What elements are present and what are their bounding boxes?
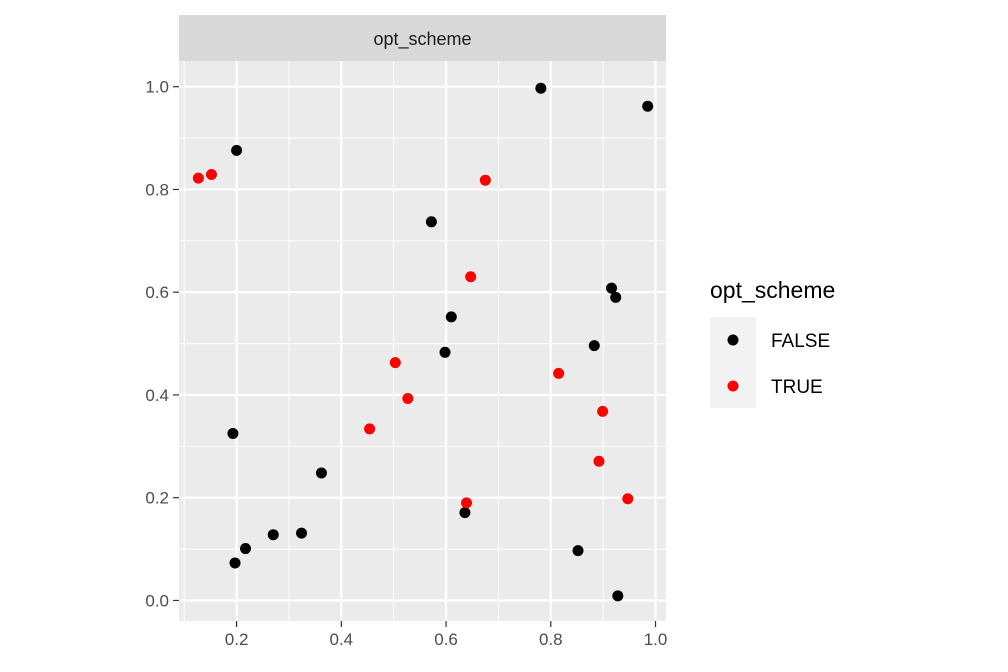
data-points	[192, 82, 654, 602]
data-point-false	[231, 144, 243, 156]
legend-entries: FALSE TRUE	[727, 331, 830, 398]
minor-gridlines	[179, 61, 666, 621]
facet-strip-label: opt_scheme	[373, 29, 471, 50]
x-tick-label: 0.4	[330, 630, 354, 649]
y-tick-label: 0.6	[145, 283, 169, 302]
x-axis: 0.2 0.4 0.6 0.8 1.0	[225, 621, 668, 649]
x-tick-label: 0.8	[539, 630, 563, 649]
data-point-false	[267, 529, 279, 541]
legend-key-false	[727, 334, 739, 346]
data-point-false	[229, 557, 241, 569]
data-point-false	[610, 291, 622, 303]
legend-label-true: TRUE	[771, 377, 823, 398]
data-point-false	[612, 590, 624, 602]
legend: opt_scheme FALSE TRUE	[710, 277, 835, 408]
legend-key-background	[710, 317, 756, 408]
data-point-true	[402, 393, 414, 405]
data-point-true	[205, 169, 217, 181]
x-tick-label: 0.2	[225, 630, 249, 649]
data-point-false	[642, 100, 654, 112]
data-point-false	[240, 543, 252, 555]
x-tick-label: 0.6	[434, 630, 458, 649]
data-point-false	[439, 346, 451, 358]
data-point-true	[597, 405, 609, 417]
data-point-false	[227, 427, 239, 439]
data-point-true	[465, 271, 477, 283]
data-point-true	[460, 497, 472, 509]
data-point-false	[296, 527, 308, 539]
major-gridlines	[179, 61, 666, 621]
legend-key-true	[727, 380, 739, 392]
data-point-false	[606, 282, 618, 294]
x-tick-label: 1.0	[644, 630, 668, 649]
data-point-true	[192, 172, 204, 184]
panel-background	[179, 61, 666, 621]
y-tick-label: 0.8	[145, 180, 169, 199]
y-tick-label: 0.0	[145, 591, 169, 610]
data-point-true	[622, 493, 634, 505]
data-point-true	[364, 423, 376, 435]
data-point-false	[315, 467, 327, 479]
data-point-false	[572, 545, 584, 557]
data-point-true	[389, 357, 401, 369]
data-point-false	[535, 82, 547, 94]
data-point-true	[553, 367, 565, 379]
legend-title: opt_scheme	[710, 277, 835, 303]
y-tick-label: 1.0	[145, 78, 169, 97]
y-axis: 0.0 0.2 0.4 0.6 0.8 1.0	[145, 78, 179, 610]
data-point-false	[445, 311, 457, 323]
data-point-true	[593, 455, 605, 467]
data-point-true	[479, 174, 491, 186]
data-point-false	[425, 216, 437, 228]
facet-strip	[179, 15, 666, 61]
data-point-false	[459, 507, 471, 519]
y-tick-label: 0.2	[145, 489, 169, 508]
data-point-false	[588, 340, 600, 352]
y-tick-label: 0.4	[145, 386, 169, 405]
legend-label-false: FALSE	[771, 331, 830, 352]
